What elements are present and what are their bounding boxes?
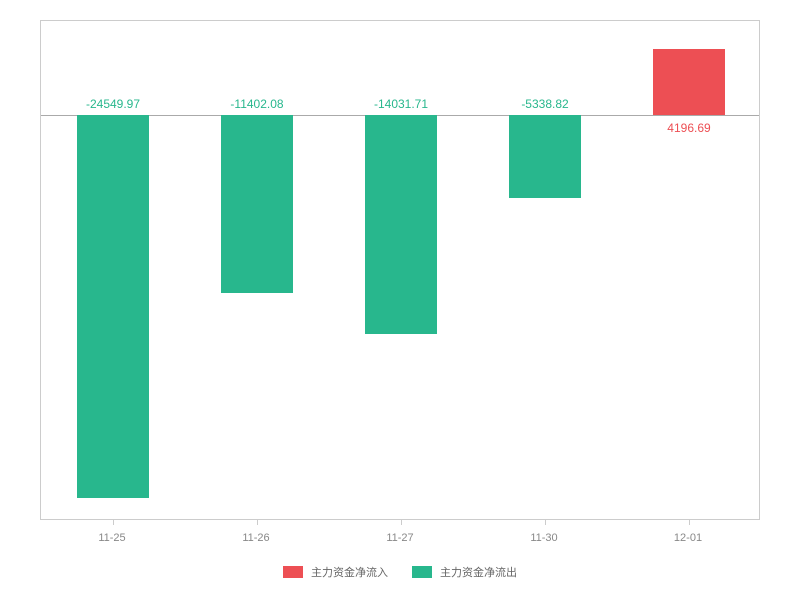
bar-11-27: [365, 115, 437, 334]
value-label-12-01: 4196.69: [617, 121, 761, 135]
value-label-11-27: -14031.71: [329, 97, 473, 111]
legend-swatch-inflow: [283, 566, 303, 578]
bar-12-01: [653, 49, 725, 115]
bar-11-30: [509, 115, 581, 198]
value-label-11-25: -24549.97: [41, 97, 185, 111]
x-tick: [257, 519, 258, 525]
legend-swatch-outflow: [412, 566, 432, 578]
x-tick: [401, 519, 402, 525]
legend-item-inflow: 主力资金净流入: [283, 564, 388, 580]
x-label-11-27: 11-27: [328, 532, 472, 544]
value-label-11-26: -11402.08: [185, 97, 329, 111]
value-label-11-30: -5338.82: [473, 97, 617, 111]
x-tick: [689, 519, 690, 525]
x-label-11-25: 11-25: [40, 532, 184, 544]
x-tick: [113, 519, 114, 525]
x-tick: [545, 519, 546, 525]
legend-label-outflow: 主力资金净流出: [440, 564, 517, 580]
legend-item-outflow: 主力资金净流出: [412, 564, 517, 580]
bar-11-25: [77, 115, 149, 499]
plot-area: -24549.97-11402.08-14031.71-5338.824196.…: [40, 20, 760, 520]
legend-label-inflow: 主力资金净流入: [311, 564, 388, 580]
x-label-11-26: 11-26: [184, 532, 328, 544]
x-label-12-01: 12-01: [616, 532, 760, 544]
bar-11-26: [221, 115, 293, 293]
chart-container: -24549.97-11402.08-14031.71-5338.824196.…: [40, 20, 760, 520]
x-label-11-30: 11-30: [472, 532, 616, 544]
legend: 主力资金净流入 主力资金净流出: [0, 562, 800, 582]
